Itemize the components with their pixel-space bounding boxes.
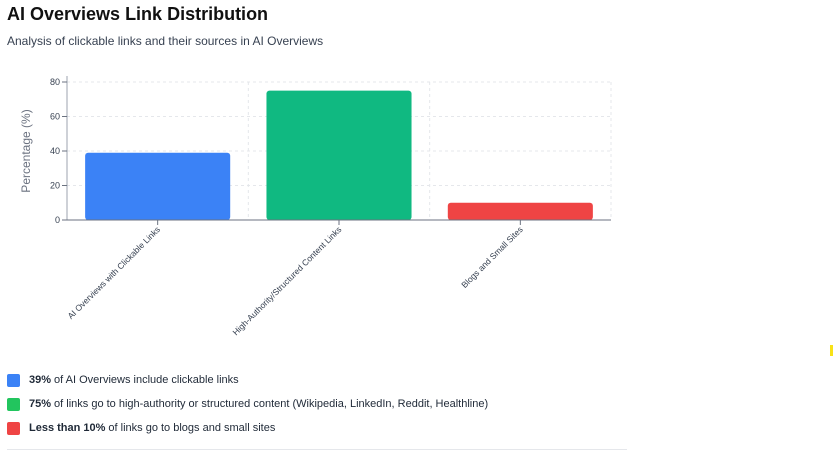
legend: 39% of AI Overviews include clickable li…	[7, 372, 488, 444]
bar-chart: 0 20 40 60 80 Percentage (%) AI Overviews with…	[19, 76, 612, 337]
y-tick-label: 40	[50, 146, 60, 156]
legend-item-clickable: 39% of AI Overviews include clickable li…	[7, 372, 488, 388]
y-tick-label: 60	[50, 112, 60, 122]
legend-text: of AI Overviews include clickable links	[54, 374, 239, 386]
bar	[266, 90, 412, 220]
legend-swatch	[7, 421, 20, 435]
y-tick-label: 80	[50, 77, 60, 87]
x-tick-label: Blogs and Small Sites	[459, 224, 525, 290]
bar	[447, 202, 593, 220]
legend-text: of links go to high-authority or structu…	[54, 398, 489, 410]
page-subtitle: Analysis of clickable links and their so…	[7, 34, 324, 48]
legend-swatch	[7, 397, 20, 411]
legend-item-blogs: Less than 10% of links go to blogs and s…	[7, 420, 488, 436]
legend-bold: 75%	[29, 398, 52, 410]
y-tick-label: 20	[50, 181, 60, 191]
y-axis-label: Percentage (%)	[19, 109, 33, 192]
legend-swatch	[7, 373, 20, 387]
page-title: AI Overviews Link Distribution	[7, 4, 269, 24]
legend-item-authority: 75% of links go to high-authority or str…	[7, 396, 488, 412]
scroll-marker	[830, 345, 833, 356]
legend-bold: 39%	[29, 374, 52, 386]
x-tick-label: AI Overviews with Clickable Links	[65, 224, 162, 321]
x-tick-label: High-Authority/Structured Content Links	[230, 224, 343, 337]
bottom-divider	[7, 449, 627, 450]
legend-bold: Less than 10%	[29, 422, 106, 434]
legend-text: of links go to blogs and small sites	[108, 422, 276, 434]
y-tick-label: 0	[55, 215, 60, 225]
bar	[85, 152, 231, 220]
